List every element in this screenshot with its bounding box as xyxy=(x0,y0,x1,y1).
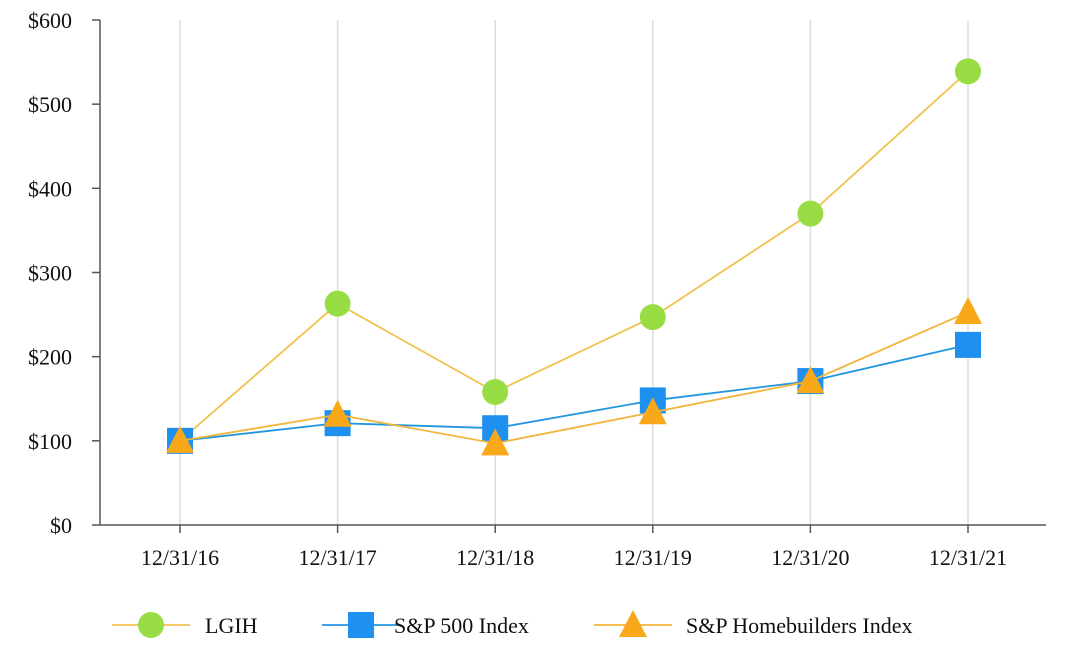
legend-item: S&P 500 Index xyxy=(322,612,529,638)
x-tick-label: 12/31/16 xyxy=(141,545,219,570)
data-point xyxy=(324,290,351,317)
y-tick-label: $500 xyxy=(28,92,72,117)
data-point xyxy=(481,428,510,456)
legend-label: S&P 500 Index xyxy=(394,613,529,638)
data-point xyxy=(955,58,981,85)
data-point xyxy=(954,297,982,325)
x-tick-label: 12/31/19 xyxy=(614,545,692,570)
legend-marker xyxy=(619,610,647,637)
data-point xyxy=(323,399,352,427)
series-line xyxy=(179,70,969,442)
y-tick-label: $300 xyxy=(28,261,72,286)
axes xyxy=(99,20,1046,526)
y-tick-label: $200 xyxy=(28,345,72,370)
grid xyxy=(179,20,969,525)
data-point xyxy=(166,425,194,453)
x-tick-label: 12/31/20 xyxy=(771,545,849,570)
legend-marker xyxy=(138,612,164,638)
data-point xyxy=(797,200,824,227)
legend-marker xyxy=(348,612,374,638)
y-tick-label: $0 xyxy=(50,513,72,538)
series-layer xyxy=(166,58,982,456)
series-line xyxy=(179,311,969,445)
y-axis-ticks: $0 $100 $200 $300 $400 $500 $600 xyxy=(28,8,100,538)
data-point xyxy=(639,304,666,331)
series-3 xyxy=(166,297,982,456)
y-tick-label: $600 xyxy=(28,8,72,33)
legend-item: LGIH xyxy=(112,612,258,638)
data-point xyxy=(955,331,981,358)
y-tick-label: $400 xyxy=(28,176,72,201)
legend-label: LGIH xyxy=(205,613,258,638)
legend-item: S&P Homebuilders Index xyxy=(594,610,913,638)
x-tick-label: 12/31/18 xyxy=(456,545,534,570)
y-tick-label: $100 xyxy=(28,429,72,454)
data-point xyxy=(796,366,825,394)
x-axis-ticks: 12/31/16 12/31/17 12/31/18 12/31/19 12/31/20… xyxy=(141,525,1007,570)
series-1 xyxy=(167,58,981,454)
series-line xyxy=(179,344,969,442)
data-point xyxy=(638,397,667,425)
x-tick-label: 12/31/17 xyxy=(298,545,376,570)
data-point xyxy=(482,379,509,406)
legend-label: S&P Homebuilders Index xyxy=(686,613,913,638)
series-2 xyxy=(167,331,981,454)
x-tick-label: 12/31/21 xyxy=(929,545,1007,570)
legend: LGIH S&P 500 Index S&P Homebuilders Index xyxy=(112,610,913,638)
